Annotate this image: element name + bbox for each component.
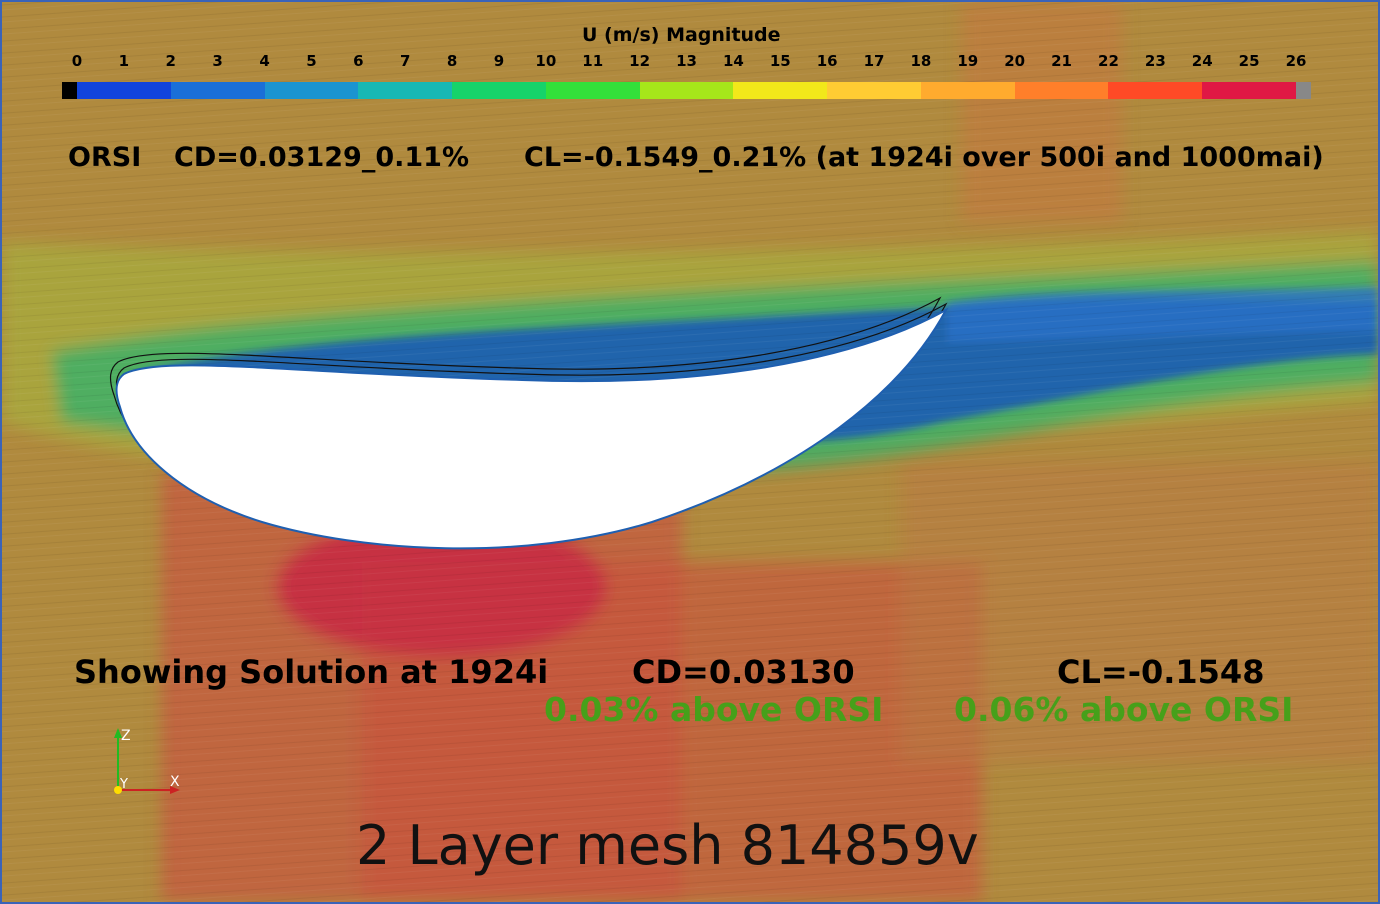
y-axis-label: Y xyxy=(119,777,128,792)
colorbar-tick-label: 2 xyxy=(165,52,176,70)
orsi-label: ORSI xyxy=(68,142,142,173)
colorbar-tick-label: 23 xyxy=(1144,52,1166,70)
colorbar-ticks: 0 1 2 3 4 5 6 7 8 9 10 11 12 13 14 15 16 17 18 19 20 21 22 23 24… xyxy=(2,52,1378,72)
colorbar xyxy=(62,82,1311,99)
colorbar-tick-label: 17 xyxy=(863,52,885,70)
colorbar-tick-label: 21 xyxy=(1051,52,1072,70)
z-axis-arrow-icon xyxy=(114,728,122,738)
mesh-label: 2 Layer mesh 814859v xyxy=(356,814,979,877)
colorbar-tick-label: 8 xyxy=(446,52,458,70)
colorbar-tick-label: 18 xyxy=(910,52,932,70)
solution-label: Showing Solution at 1924i xyxy=(74,653,549,691)
colorbar-tick-label: 14 xyxy=(722,52,744,70)
colorbar-tick-label: 6 xyxy=(353,52,364,70)
colorbar-segment xyxy=(1014,82,1109,99)
colorbar-above-range xyxy=(1295,82,1311,99)
colorbar-tick-label: 26 xyxy=(1285,52,1307,70)
cl-difference-text: 0.06% above ORSI xyxy=(954,690,1294,729)
colorbar-tick-label: 10 xyxy=(535,52,557,70)
colorbar-segment xyxy=(639,82,734,99)
colorbar-tick-label: 25 xyxy=(1238,52,1260,70)
colorbar-segment xyxy=(1108,82,1203,99)
solution-cd-value: CD=0.03130 xyxy=(632,653,855,691)
colorbar-segment xyxy=(170,82,265,99)
colorbar-segment xyxy=(1202,82,1296,99)
x-axis-label: X xyxy=(170,774,180,790)
colorbar-segment xyxy=(452,82,546,99)
orientation-axes: Z Y X xyxy=(114,728,180,794)
colorbar-segment xyxy=(920,82,1015,99)
y-axis-dot-icon xyxy=(114,786,122,794)
colorbar-segment xyxy=(545,82,640,99)
colorbar-tick-label: 7 xyxy=(399,52,411,70)
x-axis-arrow-icon xyxy=(170,786,180,794)
colorbar-tick-label: 9 xyxy=(493,52,505,70)
colorbar-tick-label: 0 xyxy=(71,52,83,70)
colorbar-tick-label: 22 xyxy=(1098,52,1119,70)
colorbar-tick-label: 15 xyxy=(769,52,791,70)
colorbar-tick-label: 4 xyxy=(259,52,270,70)
colorbar-segment xyxy=(77,82,171,99)
colorbar-segment xyxy=(827,82,921,99)
colorbar-tick-label: 19 xyxy=(957,52,979,70)
colorbar-tick-label: 13 xyxy=(676,52,697,70)
colorbar-tick-label: 5 xyxy=(306,52,317,70)
colorbar-tick-label: 24 xyxy=(1191,52,1213,70)
colorbar-tick-label: 1 xyxy=(118,52,130,70)
colorbar-tick-label: 3 xyxy=(212,52,223,70)
colorbar-tick-label: 12 xyxy=(629,52,651,70)
colorbar-segment xyxy=(733,82,828,99)
colorbar-tick-label: 16 xyxy=(816,52,838,70)
colorbar-title: U (m/s) Magnitude xyxy=(582,24,781,46)
colorbar-tick-label: 11 xyxy=(582,52,604,70)
colorbar-segment xyxy=(358,82,453,99)
orsi-cd-value: CD=0.03129_0.11% xyxy=(174,142,469,173)
colorbar-below-range xyxy=(62,82,77,99)
colorbar-tick-label: 20 xyxy=(1004,52,1026,70)
colorbar-segment xyxy=(264,82,359,99)
solution-cl-value: CL=-0.1548 xyxy=(1057,653,1265,691)
z-axis-label: Z xyxy=(121,728,131,744)
airfoil xyxy=(109,296,949,550)
cd-difference-text: 0.03% above ORSI xyxy=(544,690,884,729)
orsi-cl-value: CL=-0.1549_0.21% (at 1924i over 500i and… xyxy=(524,142,1324,173)
